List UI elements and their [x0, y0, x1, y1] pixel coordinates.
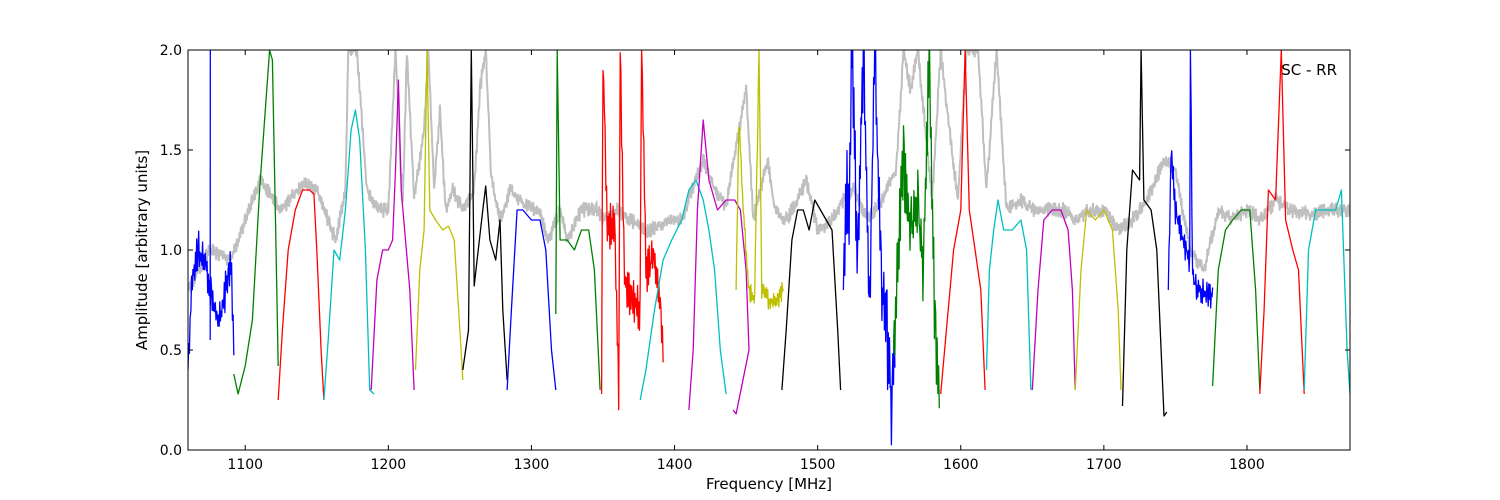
series-line-20: [1031, 209, 1076, 391]
series-line-21: [1074, 209, 1122, 391]
series-line-15: [781, 199, 842, 391]
series-line-16: [842, 50, 896, 446]
series-line-19: [985, 199, 1032, 391]
x-tick-label: 1100: [227, 457, 263, 473]
series-line-22: [1121, 50, 1168, 417]
series-line-4: [277, 189, 325, 401]
x-tick-label: 1500: [800, 457, 836, 473]
series-line-9: [506, 209, 557, 391]
series-line-8: [462, 50, 508, 381]
x-tick-label: 1200: [371, 457, 407, 473]
x-tick-label: 1800: [1229, 457, 1265, 473]
series-line-18: [940, 50, 986, 395]
background-trace: [188, 50, 1350, 294]
series-line-5: [323, 109, 375, 401]
chart-annotation: SC - RR: [1281, 61, 1337, 79]
y-axis-ticks: 0.0 0.5 1.0 1.5 2.0: [160, 43, 1350, 459]
y-tick-label: 1.0: [160, 243, 182, 259]
x-tick-label: 1400: [657, 457, 693, 473]
series-line-25: [1259, 50, 1305, 395]
y-tick-label: 1.5: [160, 143, 182, 159]
series-line-7: [414, 50, 464, 381]
y-axis-label: Amplitude [arbitrary units]: [133, 150, 151, 350]
y-tick-label: 0.0: [160, 443, 182, 459]
series-line-3: [233, 50, 279, 395]
x-axis-ticks: 1100 1200 1300 1400 1500 1600 1700 1800: [227, 50, 1265, 473]
series-line-23: [1167, 50, 1214, 309]
series-line-17: [892, 50, 940, 409]
series-line-13: [688, 119, 750, 415]
x-tick-label: 1300: [514, 457, 550, 473]
series-line-11: [600, 50, 664, 411]
series-layer: [188, 50, 1350, 446]
y-tick-label: 0.5: [160, 343, 182, 359]
background-trace-layer: [188, 50, 1350, 294]
x-tick-label: 1600: [943, 457, 979, 473]
series-line-14: [735, 50, 784, 310]
x-axis-label: Frequency [MHz]: [706, 475, 832, 493]
y-tick-label: 2.0: [160, 43, 182, 59]
series-line-24: [1211, 209, 1261, 391]
series-line-1: [188, 230, 235, 371]
series-line-12: [639, 179, 727, 401]
series-line-10: [555, 50, 601, 391]
series-line-26: [1303, 189, 1350, 395]
x-tick-label: 1700: [1086, 457, 1122, 473]
series-line-6: [370, 79, 415, 391]
